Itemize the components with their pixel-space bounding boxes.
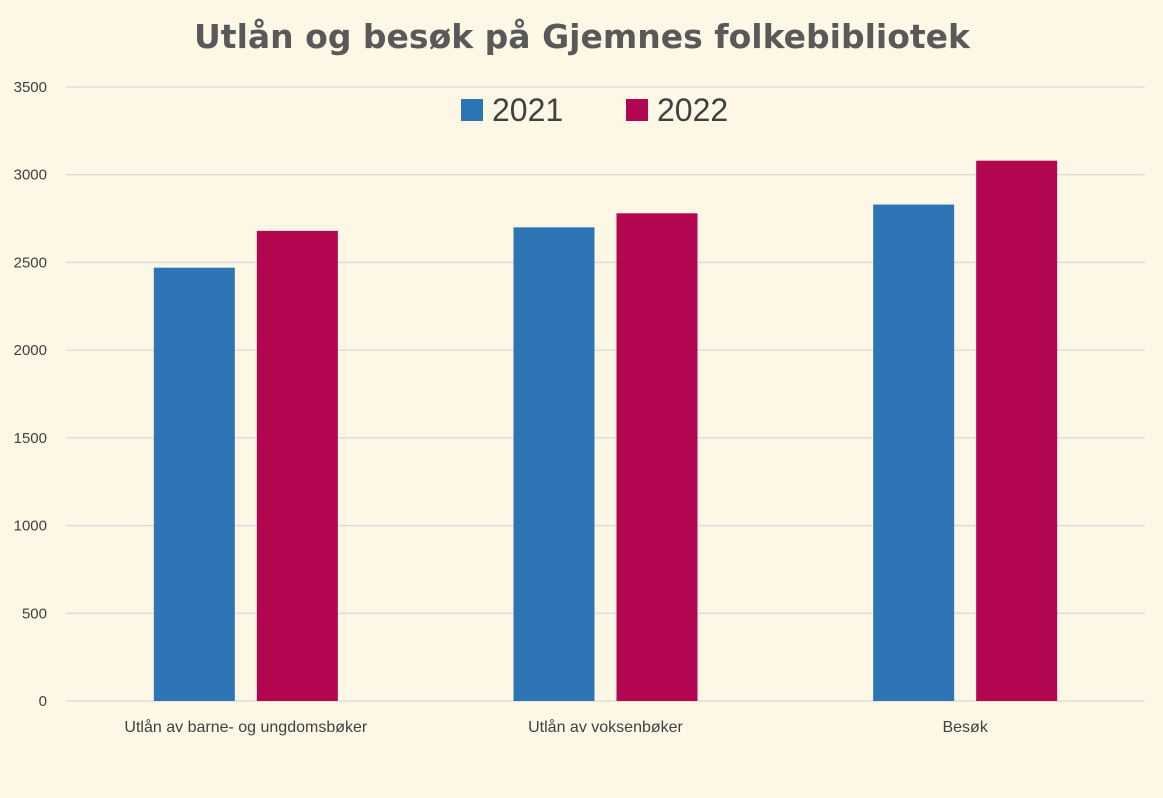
x-tick-label: Utlån av barne- og ungdomsbøker xyxy=(124,718,367,736)
legend-swatch xyxy=(461,99,483,121)
bar-2022 xyxy=(976,160,1058,701)
y-tick-label: 3000 xyxy=(14,167,47,184)
bar-2021 xyxy=(153,267,235,701)
bar-2021 xyxy=(513,227,595,702)
x-tick-label: Utlån av voksenbøker xyxy=(528,718,683,736)
legend-swatch xyxy=(626,99,648,121)
bar-2022 xyxy=(616,213,698,701)
x-axis-ticks: Utlån av barne- og ungdomsbøker Utlån av … xyxy=(124,718,988,736)
x-tick-label: Besøk xyxy=(942,719,988,736)
bar-2021 xyxy=(873,204,955,701)
bars xyxy=(153,160,1058,702)
y-tick-label: 1500 xyxy=(14,430,47,447)
y-tick-label: 500 xyxy=(22,605,47,622)
y-tick-label: 3500 xyxy=(14,79,47,96)
y-tick-label: 0 xyxy=(39,693,47,710)
legend-label: 2021 xyxy=(492,92,563,128)
legend: 2021 2022 xyxy=(461,92,728,128)
y-tick-label: 2000 xyxy=(14,342,47,359)
y-tick-label: 1000 xyxy=(14,518,47,535)
y-axis-ticks: 0 500 1000 1500 2000 2500 3000 3500 xyxy=(14,79,47,710)
legend-label: 2022 xyxy=(657,92,728,128)
bar-2022 xyxy=(256,230,338,701)
chart-title: Utlån og besøk på Gjemnes folkebibliotek xyxy=(194,17,971,56)
gridlines xyxy=(66,86,1145,702)
y-tick-label: 2500 xyxy=(14,254,47,271)
